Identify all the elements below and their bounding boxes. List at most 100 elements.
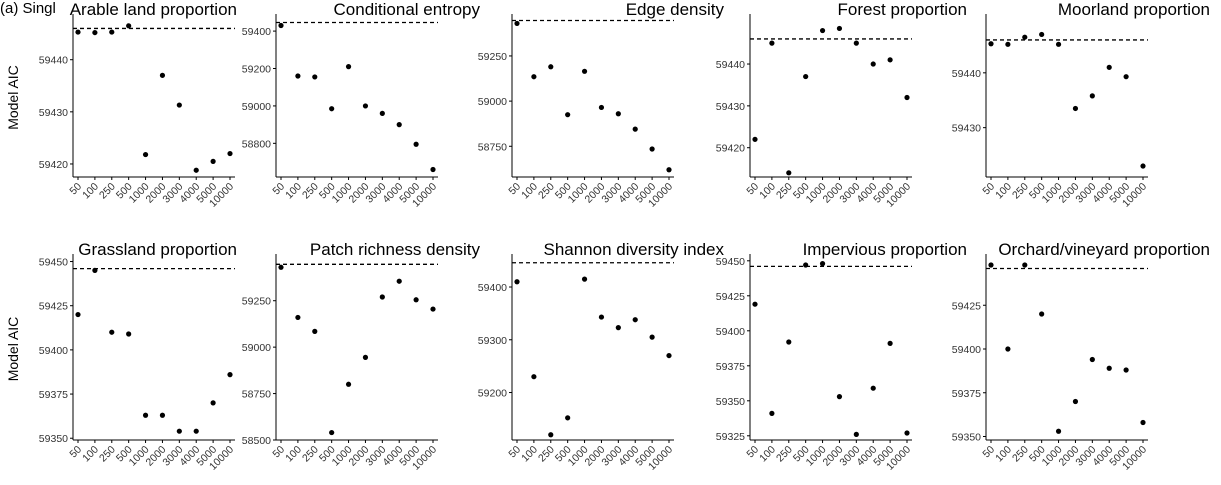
- data-point: [666, 167, 672, 173]
- data-point: [1072, 105, 1079, 112]
- panel-tag: (a) Singl: [0, 0, 56, 17]
- data-point: [278, 264, 284, 270]
- panel-1: 5942059430594405010025050010002000300040…: [5, 0, 237, 210]
- data-point: [988, 262, 994, 268]
- data-point: [514, 279, 520, 285]
- y-tick-label: 59400: [478, 282, 507, 294]
- data-point: [176, 102, 182, 108]
- data-point: [531, 74, 537, 80]
- panel-7: 5850058750590005925050100250500100020003…: [242, 240, 481, 473]
- data-point: [159, 412, 166, 418]
- data-point: [649, 334, 655, 340]
- y-tick-label: 59440: [39, 55, 68, 67]
- data-point: [819, 261, 826, 267]
- data-point: [413, 297, 419, 303]
- data-point: [988, 41, 994, 47]
- data-point: [227, 372, 233, 378]
- data-point: [1123, 74, 1129, 80]
- data-point: [312, 74, 318, 80]
- y-tick-label: 59250: [242, 296, 271, 308]
- panel-3: 5875059000592505010025050010002000300040…: [478, 0, 725, 210]
- data-point: [295, 73, 301, 79]
- y-tick-label: 59400: [39, 345, 68, 357]
- data-point: [109, 329, 115, 335]
- data-point: [142, 412, 149, 418]
- y-tick-label: 59420: [39, 159, 68, 171]
- y-tick-label: 59400: [716, 326, 745, 338]
- data-point: [819, 27, 826, 34]
- panel-title: Conditional entropy: [334, 0, 481, 19]
- data-point: [362, 103, 369, 109]
- data-point: [227, 150, 233, 157]
- data-point: [92, 267, 98, 273]
- data-point: [413, 141, 419, 147]
- y-tick-label: 59430: [39, 107, 68, 119]
- panel-title: Grassland proportion: [78, 240, 237, 259]
- data-point: [786, 339, 792, 345]
- y-tick-label: 58750: [242, 389, 271, 401]
- y-tick-label: 59350: [39, 433, 68, 445]
- data-point: [1022, 34, 1028, 40]
- data-point: [92, 29, 98, 36]
- data-point: [632, 126, 638, 132]
- data-point: [1106, 365, 1112, 371]
- panel-8: 5920059300594005010025050010002000300040…: [478, 240, 725, 473]
- data-point: [904, 430, 910, 436]
- panel-title: Edge density: [626, 0, 725, 19]
- data-point: [1055, 428, 1062, 434]
- data-point: [312, 328, 318, 334]
- data-point: [803, 73, 809, 80]
- y-tick-label: 59350: [716, 396, 745, 408]
- panel-title: Patch richness density: [310, 240, 481, 259]
- panel-2: 5880059000592005940050100250500100020003…: [242, 0, 481, 210]
- data-point: [565, 112, 571, 118]
- data-point: [75, 29, 81, 35]
- data-point: [345, 381, 352, 387]
- data-point: [548, 432, 554, 438]
- data-point: [853, 40, 859, 46]
- y-tick-label: 59250: [478, 51, 507, 63]
- data-point: [649, 146, 655, 152]
- data-point: [193, 428, 199, 434]
- data-point: [565, 415, 571, 421]
- data-point: [1072, 398, 1079, 405]
- y-tick-label: 59440: [952, 68, 981, 80]
- data-point: [126, 23, 132, 29]
- data-point: [362, 354, 369, 360]
- data-point: [379, 110, 385, 116]
- y-tick-label: 59440: [716, 59, 745, 71]
- y-tick-label: 59300: [478, 335, 507, 347]
- y-tick-label: 58800: [242, 138, 271, 150]
- data-point: [615, 325, 621, 331]
- panel-title: Arable land proportion: [70, 0, 237, 19]
- y-tick-label: 59420: [716, 143, 745, 155]
- data-point: [379, 294, 385, 300]
- data-point: [396, 122, 402, 128]
- data-point: [598, 104, 605, 111]
- y-axis-label: Model AIC: [5, 65, 21, 130]
- data-point: [176, 428, 182, 434]
- data-point: [345, 64, 352, 70]
- data-point: [329, 429, 335, 436]
- panel-title: Impervious proportion: [803, 240, 967, 259]
- data-point: [1005, 41, 1011, 47]
- panel-6: 5935059375594005942559450501002505001000…: [5, 240, 237, 473]
- data-point: [887, 340, 893, 346]
- y-tick-label: 58750: [478, 141, 507, 153]
- data-point: [1089, 93, 1095, 99]
- panel-title: Shannon diversity index: [543, 240, 724, 259]
- data-point: [142, 151, 149, 158]
- y-tick-label: 58500: [242, 435, 271, 447]
- data-point: [396, 278, 402, 284]
- data-point: [904, 94, 910, 101]
- data-point: [1055, 41, 1062, 47]
- panel-4: 5942059430594405010025050010002000300040…: [716, 0, 967, 210]
- panel-title: Moorland proportion: [1058, 0, 1210, 19]
- data-point: [1140, 163, 1146, 169]
- data-point: [1022, 262, 1028, 268]
- data-point: [870, 61, 876, 67]
- data-point: [531, 374, 537, 380]
- data-point: [836, 25, 843, 32]
- data-point: [598, 314, 605, 320]
